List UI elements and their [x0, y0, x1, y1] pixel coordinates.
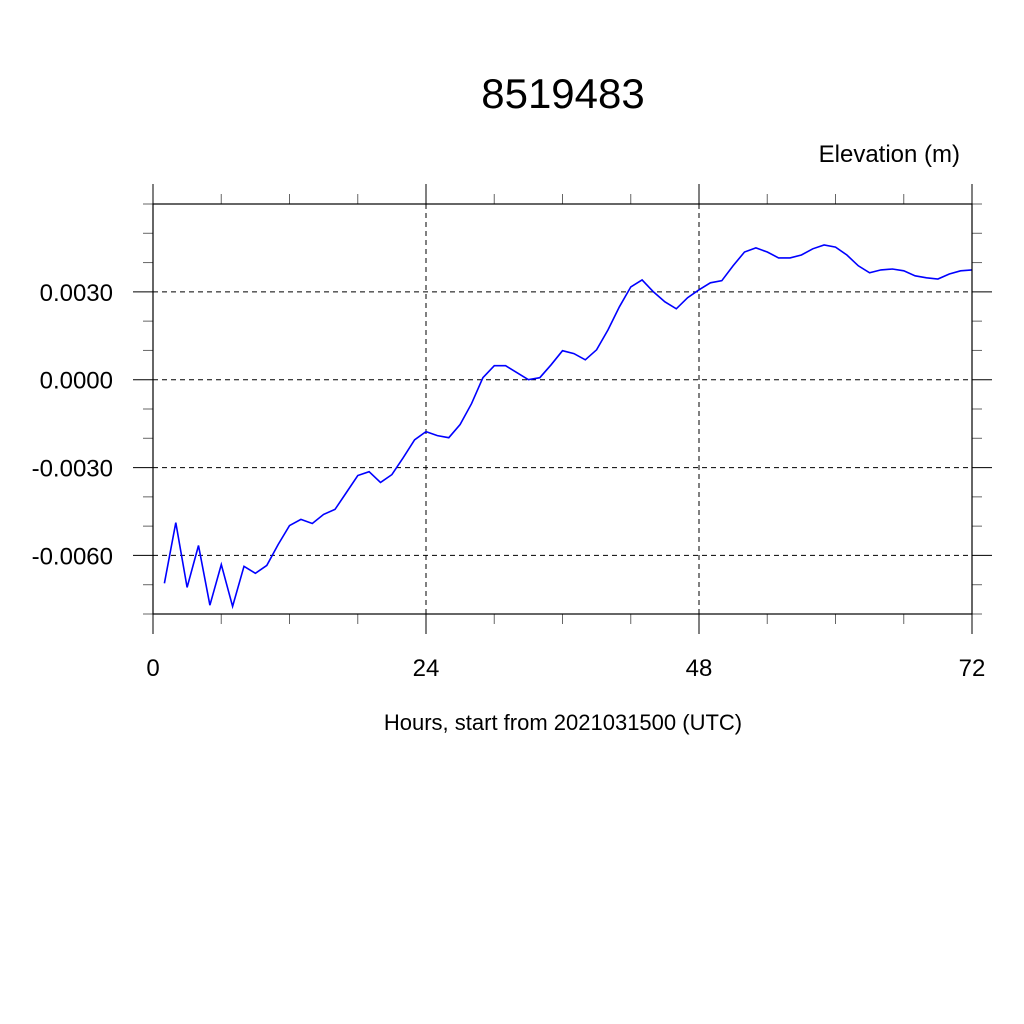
- tick-labels: 0 24 48 72 -0.0060 -0.0030 0.0000 0.0030: [32, 280, 986, 682]
- x-tick-label: 72: [959, 655, 986, 682]
- grid: [153, 204, 972, 614]
- ticks: [133, 184, 992, 634]
- y-axis-label: Elevation (m): [819, 141, 960, 168]
- x-tick-label: 24: [413, 655, 440, 682]
- y-tick-label: 0.0000: [40, 368, 113, 395]
- y-tick-label: 0.0030: [40, 280, 113, 307]
- x-tick-label: 0: [146, 655, 159, 682]
- x-tick-label: 48: [686, 655, 713, 682]
- x-axis-label: Hours, start from 2021031500 (UTC): [384, 710, 742, 735]
- series-line: [163, 244, 973, 610]
- y-tick-label: -0.0060: [32, 543, 113, 570]
- chart-title: 8519483: [481, 70, 645, 117]
- y-tick-label: -0.0030: [32, 456, 113, 483]
- plot-frame: [152, 203, 973, 615]
